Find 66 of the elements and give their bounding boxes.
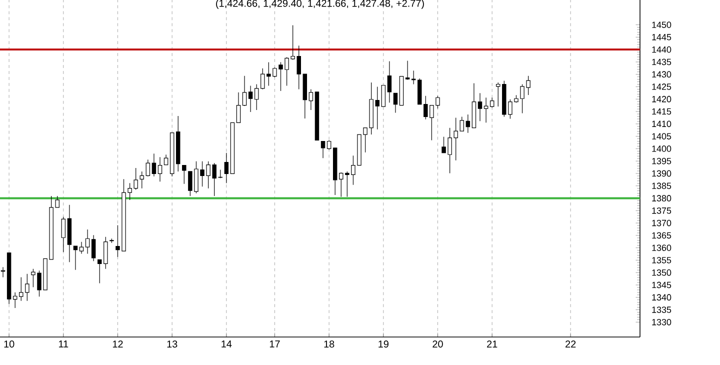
y-tick-label: 1415	[652, 108, 672, 115]
x-tick-label: 20	[432, 340, 443, 348]
x-tick-label: 21	[487, 340, 498, 348]
y-tick-label: 1425	[652, 84, 672, 90]
candlestick	[146, 159, 150, 177]
y-tick-label: 1390	[652, 170, 672, 177]
y-tick-label: 1450	[652, 22, 672, 28]
x-tick-label: 18	[324, 340, 334, 348]
candlestick	[61, 216, 66, 252]
y-tick-label: 1400	[652, 145, 672, 152]
y-tick-label: 1340	[652, 294, 672, 301]
candlestick	[490, 97, 494, 108]
candlestick	[73, 246, 78, 270]
candlestick	[308, 88, 314, 110]
y-tick-label: 1385	[652, 182, 672, 190]
candlestick	[91, 234, 96, 262]
y-tick-label: 1350	[652, 269, 672, 276]
y-tick-label: 1410	[652, 120, 672, 128]
candlestick	[254, 84, 259, 110]
x-tick-label: 11	[58, 340, 68, 348]
candlestick	[393, 92, 398, 114]
y-tick-label: 1380	[652, 195, 672, 202]
candlestick	[182, 164, 186, 184]
y-tick-label: 1435	[652, 58, 672, 66]
y-tick-label: 1445	[652, 34, 672, 40]
candlestick	[140, 171, 144, 189]
y-tick-label: 1440	[652, 46, 672, 53]
chart-title: (1,424.66, 1,429.40, 1,421.66, 1,427.48, +2.77)	[216, 0, 424, 9]
candlestick	[411, 70, 416, 85]
candlestick	[152, 153, 156, 177]
y-tick-label: 1345	[652, 282, 672, 288]
y-tick-label: 1370	[652, 220, 672, 226]
y-tick-label: 1405	[652, 133, 672, 140]
candlestick	[478, 92, 482, 122]
y-tick-label: 1365	[652, 232, 672, 239]
candlestick	[320, 140, 326, 158]
candlestick	[326, 140, 332, 150]
y-tick-label: 1335	[652, 306, 672, 313]
y-tick-label: 1430	[652, 71, 672, 78]
x-tick-label: 13	[167, 340, 178, 348]
candlestick	[460, 116, 464, 132]
x-tick-label: 10	[4, 340, 14, 348]
x-tick-label: 12	[112, 340, 123, 348]
y-tick-label: 1375	[652, 207, 672, 214]
candlestick	[85, 229, 90, 254]
candlestick	[387, 60, 392, 103]
x-tick-label: 19	[378, 340, 388, 348]
candlestick	[466, 114, 470, 134]
y-tick-label: 1360	[652, 244, 672, 251]
candlestick	[242, 76, 247, 106]
y-tick-label: 1420	[652, 96, 672, 102]
candlestick	[79, 242, 84, 254]
y-tick-label: 1330	[652, 318, 672, 326]
candlestick	[381, 84, 386, 107]
y-tick-label: 1355	[652, 257, 672, 264]
candlestick	[236, 92, 241, 123]
candlestick	[158, 156, 162, 182]
y-tick-label: 1395	[652, 158, 672, 164]
candlestick	[224, 152, 229, 184]
candlestick	[484, 97, 488, 123]
candlestick	[405, 60, 410, 80]
x-tick-label: 17	[270, 340, 280, 348]
candlestick	[248, 85, 253, 112]
x-tick-label: 22	[566, 340, 576, 348]
candlestick	[164, 154, 168, 166]
x-tick-label: 14	[222, 340, 232, 348]
